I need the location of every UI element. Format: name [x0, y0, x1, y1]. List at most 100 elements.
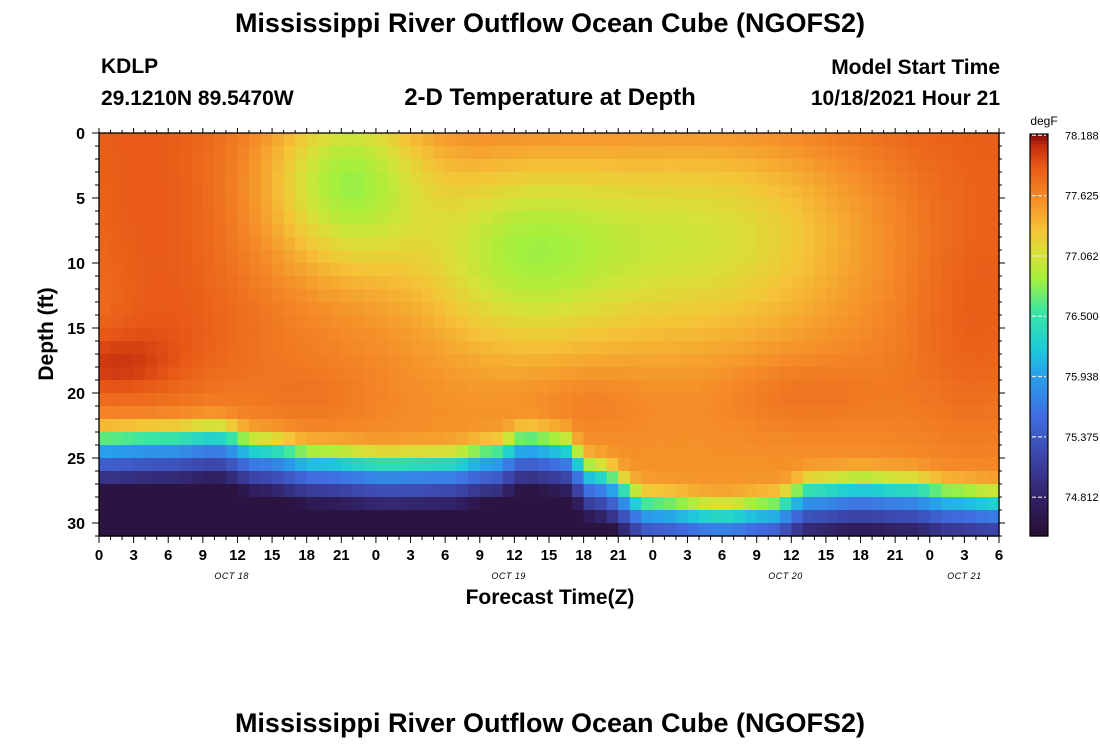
heatmap-cell: [387, 211, 400, 225]
heatmap-cell: [733, 302, 746, 316]
heatmap-cell: [410, 159, 423, 173]
colorbar-swatch: [1030, 395, 1048, 400]
heatmap-cell: [952, 419, 966, 433]
heatmap-cell: [768, 133, 781, 147]
heatmap-cell: [225, 172, 239, 186]
heatmap-cell: [572, 185, 585, 199]
heatmap-cell: [687, 458, 700, 472]
heatmap-cell: [595, 380, 608, 394]
heatmap-cell: [675, 497, 689, 511]
heatmap-cell: [595, 315, 608, 329]
heatmap-cell: [825, 263, 839, 277]
heatmap-cell: [237, 432, 250, 446]
heatmap-cell: [652, 432, 666, 446]
heatmap-cell: [641, 458, 654, 472]
x-tick-label: 6: [718, 547, 726, 564]
heatmap-cell: [745, 510, 758, 524]
heatmap-cell: [791, 523, 804, 537]
heatmap-cell: [652, 523, 666, 537]
heatmap-cell: [964, 224, 977, 238]
heatmap-cell: [306, 198, 319, 212]
x-tick-label: 3: [129, 547, 137, 564]
heatmap-cell: [860, 172, 873, 186]
heatmap-cell: [606, 224, 619, 238]
heatmap-cell: [872, 224, 885, 238]
heatmap-cell: [214, 432, 227, 446]
heatmap-cell: [422, 250, 435, 264]
heatmap-cell: [664, 198, 677, 212]
heatmap-cell: [606, 289, 619, 303]
heatmap-cell: [583, 523, 596, 537]
heatmap-cell: [364, 328, 377, 342]
heatmap-cell: [283, 185, 296, 199]
heatmap-cell: [722, 432, 735, 446]
heatmap-cell: [479, 380, 493, 394]
heatmap-cell: [191, 224, 204, 238]
heatmap-cell: [560, 393, 573, 407]
heatmap-cell: [214, 211, 227, 225]
heatmap-cell: [468, 172, 481, 186]
heatmap-cell: [941, 432, 954, 446]
heatmap-cell: [456, 289, 469, 303]
heatmap-cell: [191, 211, 204, 225]
heatmap-cells: [99, 133, 1000, 537]
heatmap-cell: [306, 432, 319, 446]
heatmap-cell: [249, 146, 262, 160]
heatmap-cell: [225, 406, 239, 420]
heatmap-cell: [179, 484, 193, 498]
heatmap-cell: [514, 133, 527, 147]
heatmap-cell: [272, 367, 285, 381]
heatmap-cell: [410, 341, 423, 355]
colorbar-swatch: [1030, 140, 1048, 145]
heatmap-cell: [652, 198, 666, 212]
colorbar-swatch: [1030, 469, 1048, 473]
heatmap-cell: [295, 211, 308, 225]
heatmap-cell: [572, 393, 585, 407]
heatmap-cell: [606, 367, 619, 381]
heatmap-cell: [387, 172, 400, 186]
heatmap-cell: [549, 302, 562, 316]
heatmap-cell: [387, 146, 400, 160]
heatmap-cell: [779, 406, 793, 420]
heatmap-cell: [399, 302, 412, 316]
heatmap-cell: [883, 159, 896, 173]
colorbar-swatch: [1030, 304, 1048, 309]
heatmap-cell: [583, 185, 596, 199]
heatmap-cell: [352, 133, 366, 147]
heatmap-cell: [825, 523, 839, 537]
heatmap-cell: [399, 458, 412, 472]
heatmap-cell: [929, 523, 943, 537]
colorbar-swatch: [1030, 455, 1048, 460]
heatmap-cell: [375, 510, 389, 524]
colorbar-swatch: [1030, 368, 1048, 373]
heatmap-cell: [872, 406, 885, 420]
heatmap-cell: [699, 224, 712, 238]
heatmap-cell: [272, 237, 285, 251]
heatmap-cell: [179, 354, 193, 368]
y-tick-label: 5: [76, 191, 85, 208]
heatmap-cell: [156, 146, 169, 160]
heatmap-cell: [468, 497, 481, 511]
heatmap-cell: [491, 328, 504, 342]
heatmap-cell: [329, 211, 343, 225]
heatmap-cell: [618, 354, 631, 368]
x-tick-label: 18: [298, 547, 315, 564]
heatmap-cell: [745, 133, 758, 147]
heatmap-cell: [145, 445, 158, 459]
heatmap-cell: [214, 484, 227, 498]
heatmap-cell: [145, 315, 158, 329]
heatmap-cell: [445, 523, 458, 537]
heatmap-cell: [872, 367, 885, 381]
heatmap-cell: [722, 445, 735, 459]
colorbar-swatch: [1030, 338, 1048, 343]
heatmap-cell: [952, 341, 966, 355]
heatmap-cell: [941, 211, 954, 225]
heatmap-cell: [745, 315, 758, 329]
colorbar-swatch: [1030, 442, 1048, 447]
heatmap-cell: [122, 237, 135, 251]
heatmap-cell: [802, 406, 816, 420]
heatmap-cell: [664, 159, 677, 173]
heatmap-cell: [491, 302, 504, 316]
heatmap-cell: [99, 458, 112, 472]
heatmap-cell: [491, 445, 504, 459]
